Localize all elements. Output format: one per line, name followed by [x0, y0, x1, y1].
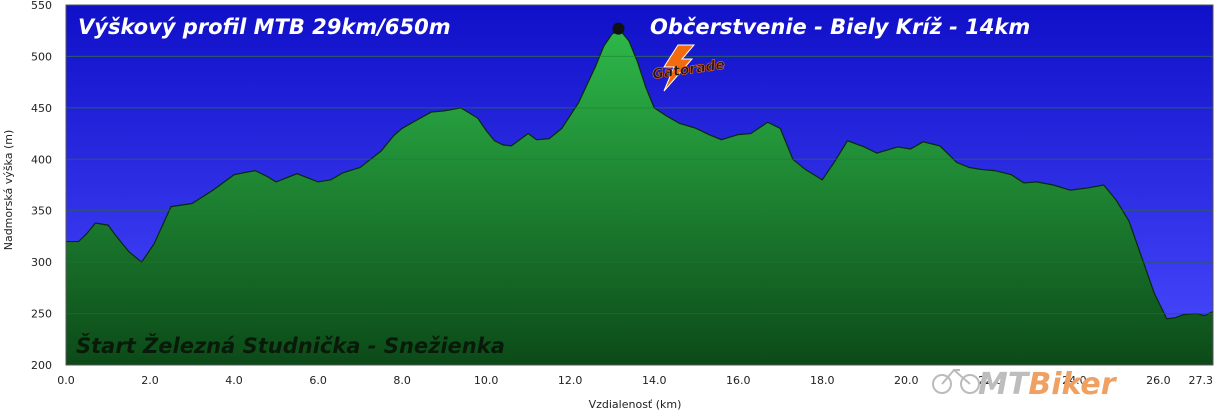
y-tick-label: 200 [31, 359, 52, 372]
x-tick-label: 10.0 [474, 374, 499, 387]
y-tick-label: 500 [31, 50, 52, 63]
plot-frame [65, 4, 1214, 366]
chart-title: Výškový profil MTB 29km/650m [78, 15, 451, 39]
y-tick-label: 450 [31, 102, 52, 115]
x-tick-label: 22.0 [978, 374, 1003, 387]
elevation-area [66, 30, 1213, 365]
y-tick-label: 550 [31, 0, 52, 12]
refreshment-annotation: Občerstvenie - Biely Kríž - 14km [650, 15, 1030, 39]
mtbiker-suffix: Biker [1028, 367, 1117, 402]
x-tick-label: 18.0 [810, 374, 835, 387]
y-tick-label: 350 [31, 205, 52, 218]
x-tick-label: 27.3 [1189, 374, 1214, 387]
elevation-line [66, 30, 1214, 320]
x-tick-label: 26.0 [1146, 374, 1171, 387]
bicycle-icon [932, 368, 980, 394]
mtbiker-prefix: MT [978, 367, 1031, 402]
start-annotation: Štart Železná Studnička - Snežienka [76, 333, 505, 358]
y-axis-label: Nadmorská výška (m) [2, 130, 15, 251]
x-tick-label: 2.0 [141, 374, 159, 387]
x-tick-label: 6.0 [309, 374, 327, 387]
x-axis-ticks: 0.0 2.0 4.0 6.0 8.0 10.0 12.0 14.0 16.0 18.0 20.0 2… [57, 374, 1213, 387]
y-tick-label: 400 [31, 153, 52, 166]
y-tick-label: 250 [31, 308, 52, 321]
refreshment-marker [612, 22, 625, 35]
x-tick-label: 24.0 [1062, 374, 1087, 387]
x-tick-label: 20.0 [894, 374, 919, 387]
mtbiker-wordmark: MTBiker [978, 367, 1118, 402]
x-tick-label: 16.0 [726, 374, 751, 387]
x-tick-label: 8.0 [393, 374, 411, 387]
y-axis-ticks: 200 250 300 350 400 450 500 550 [31, 0, 52, 372]
x-tick-label: 14.0 [642, 374, 667, 387]
x-tick-label: 4.0 [225, 374, 243, 387]
x-tick-label: 0.0 [57, 374, 75, 387]
x-axis-label: Vzdialenosť (km) [589, 398, 682, 411]
x-tick-label: 12.0 [558, 374, 583, 387]
lightning-bolt-icon [663, 44, 696, 92]
y-tick-label: 300 [31, 256, 52, 269]
mtbiker-logo: MTBiker [932, 367, 1118, 402]
